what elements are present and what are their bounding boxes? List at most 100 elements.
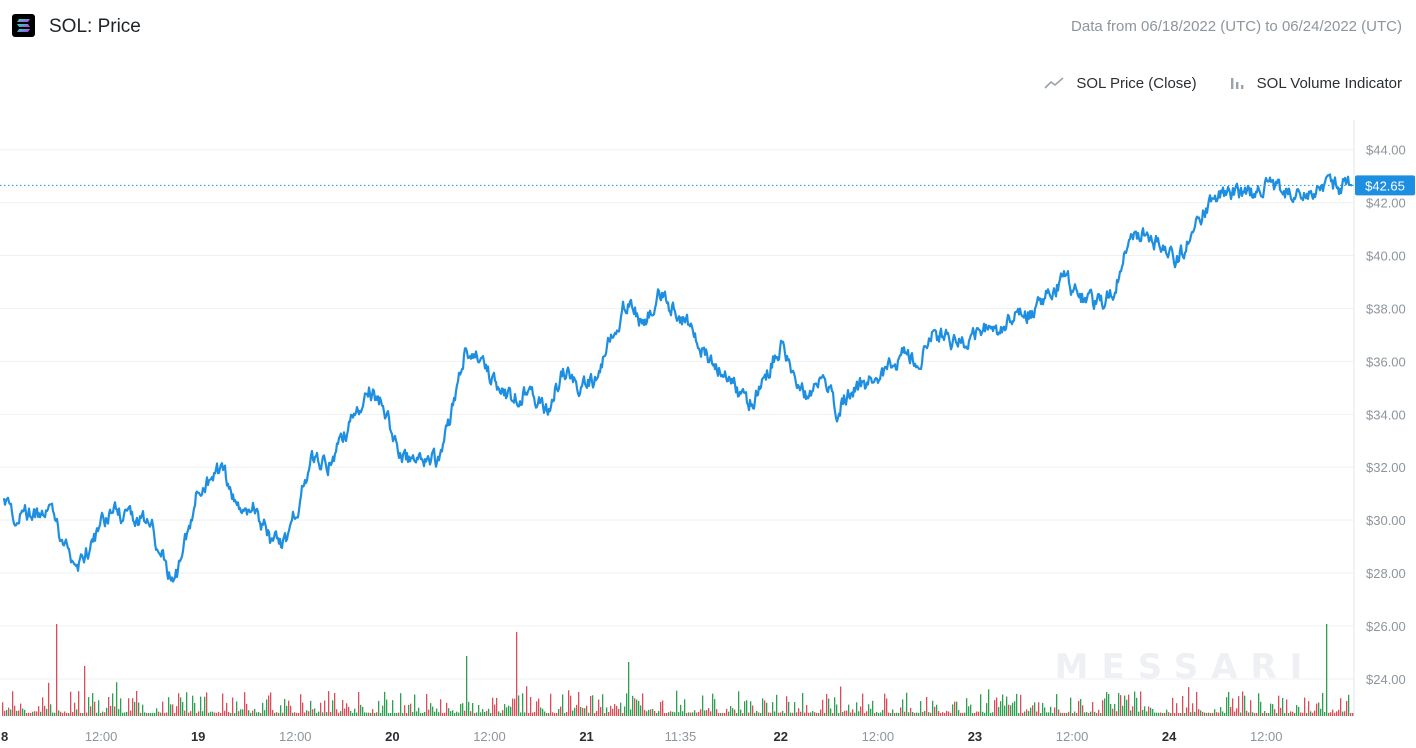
volume-bar [1066,712,1068,716]
volume-bar [1160,712,1162,716]
volume-bar [534,711,536,716]
volume-bar [296,712,298,716]
volume-bar [660,701,662,716]
volume-bar [1332,709,1334,716]
volume-bar [934,706,936,716]
volume-bar [990,712,992,716]
volume-bar [574,707,576,716]
volume-bar [118,709,120,716]
volume-bar [1064,712,1066,716]
volume-bar [1344,711,1346,716]
volume-bar [480,712,482,716]
volume-bar [1148,706,1150,716]
line-chart-icon [1044,77,1064,89]
volume-bar [494,704,496,716]
volume-bar [466,656,468,716]
volume-bar [368,712,370,716]
volume-bar [1296,705,1298,716]
volume-bar [1328,712,1330,716]
volume-bar [1082,705,1084,716]
volume-bar [1230,707,1232,716]
volume-bar [1132,706,1134,716]
volume-bar [986,703,988,716]
volume-bar [514,698,516,716]
volume-bar [946,710,948,716]
volume-bar [1210,712,1212,716]
volume-bar [950,712,952,716]
volume-bar [46,708,48,716]
legend-item-price[interactable]: SOL Price (Close) [1044,75,1197,92]
volume-bar [722,712,724,716]
volume-bar [900,707,902,716]
y-tick-label: $32.00 [1366,460,1406,475]
volume-bar [1342,711,1344,716]
volume-bar [470,711,472,716]
volume-bar [850,712,852,716]
volume-bar [36,711,38,716]
volume-bar [78,691,80,716]
volume-bar [952,704,954,716]
volume-bar [608,712,610,716]
volume-bar [360,704,362,716]
volume-bar [538,698,540,716]
volume-bar [1216,712,1218,716]
volume-bar [840,686,842,716]
volume-bar [914,712,916,716]
volume-bar [312,709,314,716]
volume-bar [38,706,40,716]
volume-bar [1114,703,1116,716]
volume-bar [766,702,768,716]
volume-bar [180,697,182,716]
volume-bar [138,702,140,716]
volume-bar [878,712,880,716]
volume-bar [634,698,636,716]
volume-bar [1298,706,1300,716]
volume-bar [380,712,382,716]
volume-bar [248,710,250,716]
volume-bar [794,702,796,716]
volume-bar [516,632,518,716]
legend-item-volume[interactable]: SOL Volume Indicator [1229,75,1402,92]
volume-bar [154,712,156,716]
y-tick-label: $26.00 [1366,619,1406,634]
volume-bar [1280,707,1282,716]
volume-bar [668,712,670,716]
x-tick-label: 12:00 [85,729,118,744]
volume-bar [110,705,112,716]
volume-bar [72,712,74,716]
volume-bar [356,712,358,716]
volume-bar [1282,697,1284,716]
volume-bar [676,690,678,716]
volume-bar [812,710,814,716]
volume-bar [734,709,736,716]
volume-bar [198,711,200,716]
volume-bar [1020,694,1022,716]
volume-bar [924,710,926,716]
volume-bar [736,712,738,716]
volume-bar [1162,712,1164,716]
volume-bar [1340,698,1342,716]
volume-bar [1300,712,1302,716]
volume-bar [350,710,352,716]
volume-bar [1108,693,1110,716]
volume-bar [1138,711,1140,716]
volume-bar [416,711,418,716]
volume-bar [588,712,590,716]
y-tick-label: $28.00 [1366,566,1406,581]
volume-bar [148,712,150,716]
volume-bar [602,694,604,716]
volume-bar [636,699,638,716]
volume-bar [536,701,538,716]
volume-bar [128,698,130,716]
volume-bar [400,693,402,716]
volume-bar [1134,691,1136,716]
volume-bar [964,712,966,716]
volume-bar [1186,707,1188,716]
volume-bar [564,712,566,716]
volume-bar [1000,701,1002,716]
volume-bar [52,712,54,716]
volume-bar [816,712,818,716]
volume-bar [212,711,214,716]
volume-bar [592,695,594,716]
